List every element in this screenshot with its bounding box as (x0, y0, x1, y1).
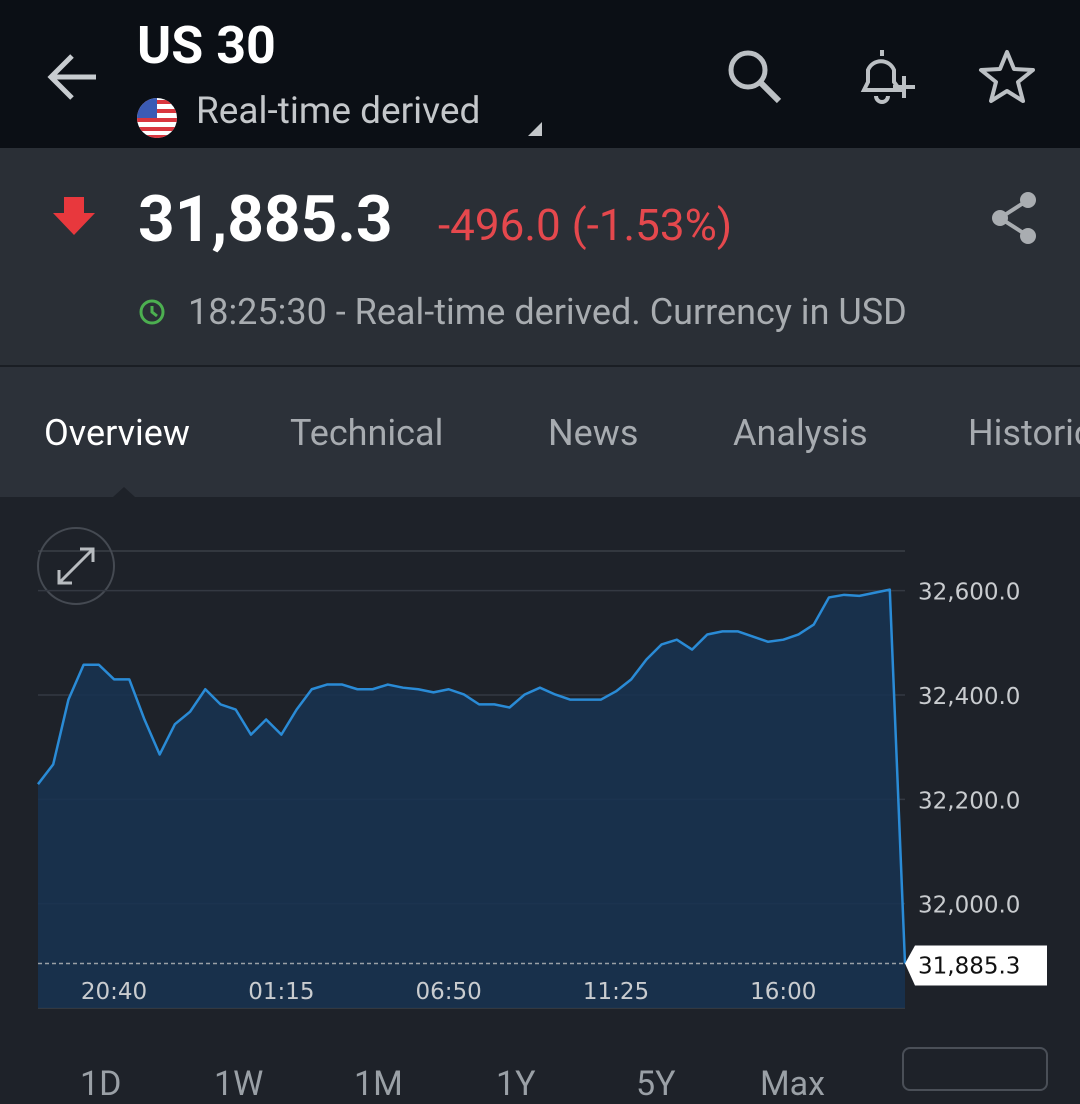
x-tick-label: 16:00 (750, 979, 816, 1005)
search-button[interactable] (724, 46, 784, 106)
x-tick-label: 11:25 (583, 979, 649, 1005)
us-flag (137, 98, 177, 138)
x-tick-label: 01:15 (248, 979, 314, 1005)
tab-bar: Overview Technical News Analysis Histori… (0, 367, 1080, 497)
expand-circle (37, 527, 115, 605)
instrument-title: US 30 (137, 15, 276, 76)
alert-button[interactable] (856, 46, 918, 106)
last-price-tag (905, 945, 1047, 986)
down-arrow (53, 197, 95, 235)
tab-indicator (113, 487, 135, 497)
range-button[interactable]: 5Y (636, 1064, 676, 1104)
price-line (37, 588, 907, 964)
price-change: -496.0 (-1.53%) (438, 199, 733, 251)
x-tick-label: 20:40 (81, 979, 147, 1005)
tab[interactable]: Technical (290, 412, 444, 454)
share-button[interactable] (988, 190, 1040, 246)
last-price-label: 31,885.3 (918, 953, 1020, 979)
instrument-subtitle[interactable]: Real-time derived (196, 90, 481, 133)
y-tick-label: 32,400.0 (918, 684, 1020, 710)
tab[interactable]: News (548, 412, 639, 454)
tab[interactable]: Overview (44, 412, 190, 454)
y-tick-label: 32,200.0 (918, 788, 1020, 814)
clock-icon (139, 299, 165, 325)
range-button[interactable]: 1Y (496, 1064, 536, 1104)
back-button[interactable] (44, 50, 102, 104)
y-tick-label: 32,000.0 (918, 893, 1020, 919)
expand-button[interactable] (37, 527, 115, 605)
range-button[interactable]: 1M (354, 1064, 403, 1104)
range-button[interactable]: Max (760, 1064, 826, 1104)
range-button[interactable]: 1D (80, 1064, 122, 1104)
price-chart: 32,000.0 32,200.0 32,400.0 32,600.0 20:40 01:… (37, 527, 1047, 1009)
tab[interactable]: Historical (968, 412, 1080, 454)
x-tick-label: 06:50 (416, 979, 482, 1005)
quote-info: 18:25:30 - Real-time derived. Currency i… (188, 291, 907, 333)
quote-panel: 31,885.3 -496.0 (-1.53%) 18:25:30 - Real… (0, 148, 1080, 367)
tab[interactable]: Analysis (733, 412, 868, 454)
y-tick-label: 32,600.0 (918, 580, 1020, 606)
range-button[interactable]: 1W (214, 1064, 264, 1104)
expand-icon (57, 547, 95, 585)
chart-type-button[interactable] (902, 1047, 1048, 1091)
area-fill (38, 589, 905, 1008)
top-bar: US 30 Real-time derived (0, 0, 1080, 148)
dropdown-indicator (528, 122, 542, 136)
last-price: 31,885.3 (138, 182, 393, 257)
watchlist-button[interactable] (976, 48, 1038, 106)
